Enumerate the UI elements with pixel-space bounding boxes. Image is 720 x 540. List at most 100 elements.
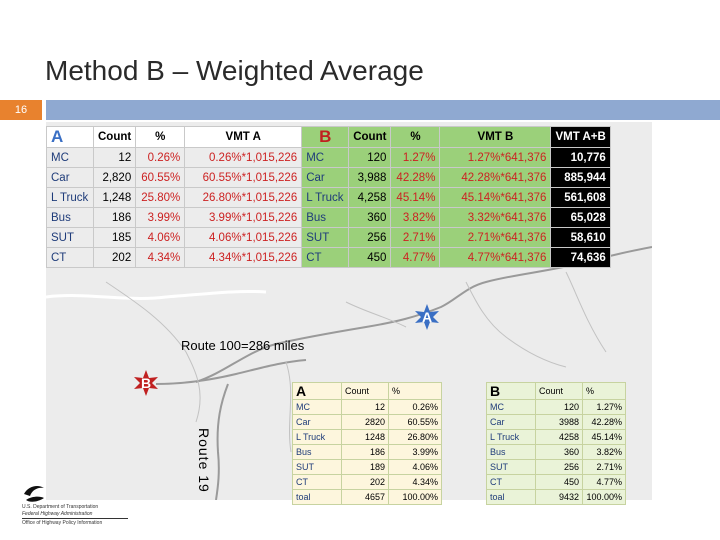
row-label-b: Car (301, 167, 350, 188)
count-cell: 4258 (535, 429, 583, 445)
vmt-b-formula: 1.27%* (467, 151, 505, 164)
count-cell: 1248 (341, 429, 389, 445)
count-cell: 1,248 (92, 187, 137, 208)
pct-cell: 45.14% (582, 429, 626, 445)
pct-cell: 4.34% (135, 247, 186, 268)
count-cell: 12 (92, 147, 137, 168)
vmt-b-value: 641,376 (504, 151, 547, 164)
count-cell-b: 120 (348, 147, 392, 168)
vmt-a-formula: 4.06%*1,015,226 (184, 227, 303, 248)
vmt-b-formula: 4.77%*641,376 (439, 247, 552, 268)
count-cell: 12 (341, 399, 389, 415)
row-label: toal (292, 489, 342, 505)
header-pct-b: % (390, 126, 441, 148)
count-cell: 450 (535, 474, 583, 490)
pct-cell: 3.99% (388, 444, 442, 460)
count-cell: 4657 (341, 489, 389, 505)
pct-cell: 0.26% (388, 399, 442, 415)
pct-cell: 100.00% (388, 489, 442, 505)
vmt-b-formula: 45.14%*641,376 (439, 187, 552, 208)
table-row: L Truck 1248 26.80% (292, 429, 442, 445)
row-label: CT (486, 474, 536, 490)
total-cell: 74,636 (550, 247, 611, 268)
pct-cell: 60.55% (135, 167, 186, 188)
vmt-a-formula: 26.80%*1,015,226 (184, 187, 303, 208)
vmt-calculation-table: A Count % VMT A B Count % VMT B VMT A+B … (46, 126, 611, 268)
row-label: L Truck (292, 429, 342, 445)
marker-a-label: A (421, 309, 433, 325)
pct-cell: 42.28% (582, 414, 626, 430)
slide-number: 16 (0, 100, 42, 120)
table-b-pct-header: % (582, 382, 626, 400)
count-cell: 185 (92, 227, 137, 248)
count-cell: 3988 (535, 414, 583, 430)
header-vmt-ab: VMT A+B (550, 126, 611, 148)
pct-cell: 3.82% (582, 444, 626, 460)
total-cell: 885,944 (550, 167, 611, 188)
vmt-b-formula: 2.71%*641,376 (439, 227, 552, 248)
count-cell: 256 (535, 459, 583, 475)
usdot-fhwa-logo: U.S. Department of Transportation Federa… (12, 484, 132, 534)
row-label: Bus (486, 444, 536, 460)
pct-cell: 0.26% (135, 147, 186, 168)
table-a-letter: A (292, 382, 342, 400)
table-a-header: A Count % (292, 382, 442, 400)
row-label: Car (46, 167, 94, 188)
count-cell: 202 (341, 474, 389, 490)
count-cell-b: 360 (348, 207, 392, 228)
pct-cell: 4.77% (582, 474, 626, 490)
logo-divider (22, 518, 128, 519)
pct-cell: 4.06% (135, 227, 186, 248)
count-cell-b: 450 (348, 247, 392, 268)
vmt-a-formula: 3.99%*1,015,226 (184, 207, 303, 228)
table-row: SUT 256 2.71% (486, 459, 626, 475)
location-b-label: B (319, 127, 332, 146)
count-cell-b: 3,988 (348, 167, 392, 188)
slide-title: Method B – Weighted Average (45, 55, 424, 86)
count-table-b: B Count % MC 120 1.27% Car 3988 42.28% L Tru… (486, 382, 626, 505)
logo-line-3: Office of Highway Policy Information (22, 520, 103, 526)
count-cell: 9432 (535, 489, 583, 505)
pct-cell: 100.00% (582, 489, 626, 505)
table-row: MC 12 0.26% (292, 399, 442, 415)
row-label: CT (46, 247, 94, 268)
header-count-a: Count (92, 126, 137, 148)
row-label: Bus (292, 444, 342, 460)
marker-a-star-icon: A (414, 304, 440, 330)
pct-cell: 3.99% (135, 207, 186, 228)
row-label: CT (292, 474, 342, 490)
table-row: L Truck 4258 45.14% (486, 429, 626, 445)
header-bar (46, 100, 720, 120)
route-19-label: Route 19 (196, 428, 212, 493)
table-row: Bus 360 3.82% (486, 444, 626, 460)
table-row: CT 202 4.34% (292, 474, 442, 490)
pct-cell: 1.27% (582, 399, 626, 415)
row-label: SUT (292, 459, 342, 475)
count-cell-b: 256 (348, 227, 392, 248)
table-row: Car 2,820 60.55% 60.55%*1,015,226 Car 3,… (46, 167, 611, 188)
total-cell: 65,028 (550, 207, 611, 228)
pct-cell: 60.55% (388, 414, 442, 430)
table-row: Bus 186 3.99% (292, 444, 442, 460)
count-cell-b: 4,258 (348, 187, 392, 208)
table-b-letter: B (486, 382, 536, 400)
row-label: Car (292, 414, 342, 430)
count-cell: 186 (341, 444, 389, 460)
pct-cell: 4.06% (388, 459, 442, 475)
pct-cell-b: 42.28% (390, 167, 441, 188)
table-row: Bus 186 3.99% 3.99%*1,015,226 Bus 360 3.… (46, 207, 611, 228)
pct-cell: 4.34% (388, 474, 442, 490)
count-cell: 186 (92, 207, 137, 228)
table-a-pct-header: % (388, 382, 442, 400)
pct-cell: 26.80% (388, 429, 442, 445)
pct-cell-b: 45.14% (390, 187, 441, 208)
vmt-a-value: 1,015,226 (246, 151, 298, 164)
table-a-count-header: Count (341, 382, 389, 400)
pct-cell-b: 3.82% (390, 207, 441, 228)
header-count-b: Count (348, 126, 392, 148)
header-vmt-b: VMT B (439, 126, 552, 148)
logo-line-1: U.S. Department of Transportation (22, 504, 99, 510)
pct-cell-b: 2.71% (390, 227, 441, 248)
row-label: MC (46, 147, 94, 168)
table-row: SUT 189 4.06% (292, 459, 442, 475)
